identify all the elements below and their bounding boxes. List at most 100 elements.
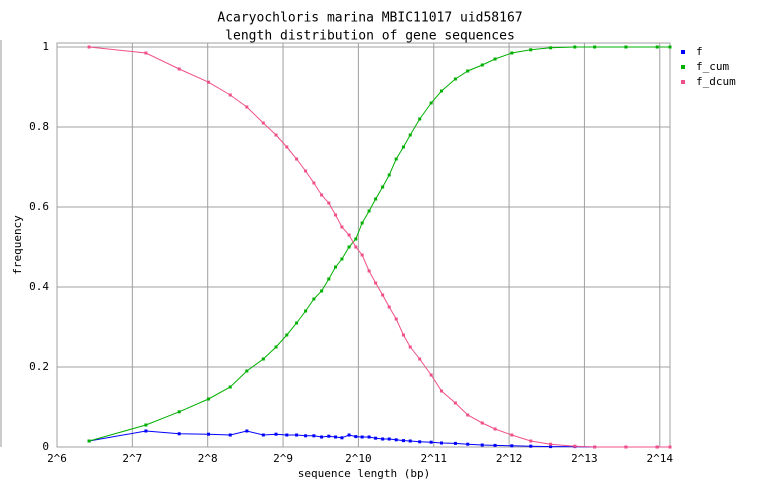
point [327, 434, 331, 438]
point [381, 185, 385, 189]
point [573, 444, 577, 448]
point [144, 423, 148, 427]
legend-label: f_cum [696, 60, 729, 73]
series-line [88, 46, 670, 442]
point [340, 225, 344, 229]
point [529, 48, 533, 52]
x-tick-label: 2^9 [273, 452, 293, 465]
point [228, 433, 232, 437]
point [334, 435, 338, 439]
legend-marker [681, 50, 685, 54]
point [207, 432, 211, 436]
point [493, 443, 497, 447]
point [387, 305, 391, 309]
y-tick-label: 0.2 [29, 360, 49, 373]
point [668, 445, 672, 449]
point [360, 253, 364, 257]
point [320, 435, 324, 439]
point [408, 345, 412, 349]
y-tick-label: 0 [42, 440, 49, 453]
point [334, 265, 338, 269]
y-tick-label: 0.8 [29, 120, 49, 133]
point [510, 444, 514, 448]
point [295, 157, 299, 161]
point [312, 297, 316, 301]
point [480, 421, 484, 425]
point [304, 434, 308, 438]
y-tick-label: 0.6 [29, 200, 49, 213]
point [401, 145, 405, 149]
point [207, 397, 211, 401]
point [320, 193, 324, 197]
legend-marker [681, 65, 685, 69]
point [312, 181, 316, 185]
point [573, 45, 577, 49]
point [285, 145, 289, 149]
point [87, 45, 91, 49]
point [510, 433, 514, 437]
point [177, 410, 181, 414]
series-line [89, 430, 670, 448]
point [593, 445, 597, 449]
x-tick-label: 2^12 [496, 452, 523, 465]
point [655, 45, 659, 49]
point [360, 221, 364, 225]
point [374, 197, 378, 201]
point [418, 357, 422, 361]
point [418, 440, 422, 444]
point [347, 433, 351, 437]
point [304, 169, 308, 173]
point [429, 440, 433, 444]
point [440, 441, 444, 445]
point [549, 445, 553, 449]
point [668, 45, 672, 49]
point [394, 317, 398, 321]
point [245, 429, 249, 433]
point [245, 105, 249, 109]
point [453, 77, 457, 81]
point [228, 385, 232, 389]
point [429, 101, 433, 105]
point [394, 157, 398, 161]
y-tick-label: 0.4 [29, 280, 49, 293]
point [228, 93, 232, 97]
point [354, 435, 358, 439]
point [624, 445, 628, 449]
point [245, 369, 249, 373]
point [144, 429, 148, 433]
point [453, 441, 457, 445]
x-tick-label: 2^13 [571, 452, 598, 465]
point [401, 333, 405, 337]
point [381, 437, 385, 441]
point [144, 51, 148, 55]
point [261, 433, 265, 437]
point [549, 46, 553, 50]
point [354, 237, 358, 241]
point [466, 413, 470, 417]
point [327, 201, 331, 205]
y-axis-label: frequency [11, 215, 24, 275]
point [367, 209, 371, 213]
point [593, 45, 597, 49]
point [274, 432, 278, 436]
point [340, 257, 344, 261]
x-tick-label: 2^7 [122, 452, 142, 465]
point [285, 333, 289, 337]
point [177, 432, 181, 436]
x-tick-label: 2^14 [647, 452, 674, 465]
point [261, 357, 265, 361]
point [312, 434, 316, 438]
point [624, 45, 628, 49]
point [418, 117, 422, 121]
legend-marker [681, 80, 685, 84]
x-tick-label: 2^8 [198, 452, 218, 465]
x-tick-label: 2^6 [47, 452, 67, 465]
point [408, 439, 412, 443]
point [387, 437, 391, 441]
point [466, 442, 470, 446]
point [285, 433, 289, 437]
point [394, 438, 398, 442]
point [304, 309, 308, 313]
point [549, 442, 553, 446]
